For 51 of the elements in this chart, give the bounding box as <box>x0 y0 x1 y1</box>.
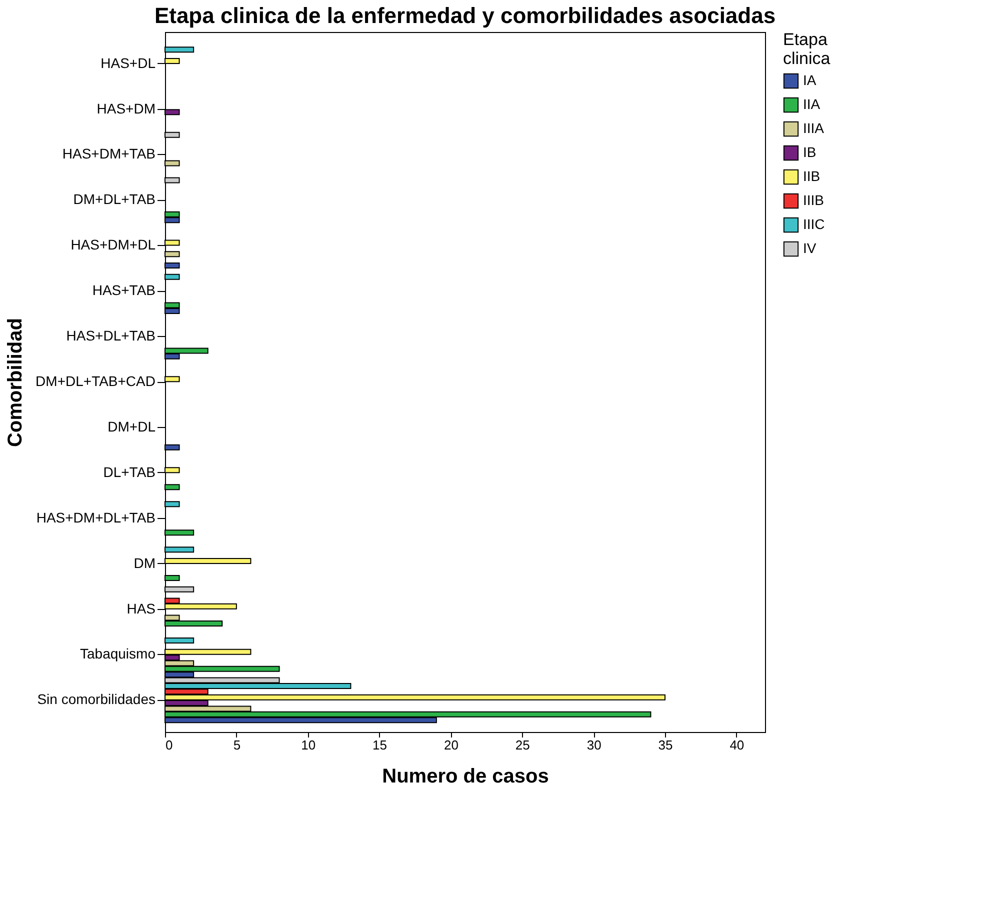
legend-label: IIB <box>803 168 820 184</box>
bar <box>164 160 180 166</box>
y-tick-label: HAS+DM+TAB <box>62 146 156 162</box>
bar <box>164 132 180 138</box>
x-tick-label: 30 <box>586 738 602 752</box>
bar <box>164 46 194 53</box>
bar <box>164 177 180 184</box>
bar <box>164 274 180 280</box>
x-tick-label: 15 <box>372 738 388 752</box>
y-tick-label: DL+TAB <box>103 464 156 480</box>
x-tick-label: 25 <box>515 738 530 752</box>
y-tick-label: HAS+DM+DL <box>70 236 156 253</box>
bar <box>164 575 180 582</box>
y-tick-label: DM+DL+TAB+CAD <box>36 373 156 389</box>
y-tick-label: DM+DL <box>108 418 156 434</box>
legend-title: Etapa clinica <box>783 30 831 68</box>
x-tick-label: 20 <box>444 738 458 752</box>
x-tick-label: 5 <box>233 738 241 752</box>
legend-label: IB <box>803 144 816 160</box>
bar <box>164 444 180 450</box>
x-tick-label: 35 <box>658 738 673 752</box>
bar <box>164 262 180 269</box>
bar <box>164 586 194 592</box>
y-axis-title: Comorbilidad <box>4 318 27 447</box>
x-tick-label: 0 <box>166 738 173 752</box>
legend-label: IIA <box>803 96 821 112</box>
y-tick-label: HAS+DL+TAB <box>66 328 156 344</box>
bar <box>164 484 180 490</box>
x-tick-label: 40 <box>730 738 744 752</box>
legend-label: IIIC <box>803 216 825 232</box>
bar <box>164 251 180 258</box>
y-tick-label: HAS <box>126 600 156 616</box>
legend-label: IV <box>803 240 817 256</box>
y-tick-label: HAS+DL <box>100 54 156 71</box>
legend-label: IIIB <box>803 192 824 208</box>
y-tick-label: DM+DL+TAB <box>73 191 156 208</box>
x-tick-label: 10 <box>301 738 316 752</box>
bar <box>164 638 194 644</box>
y-tick-label: HAS+DM <box>96 100 156 116</box>
y-tick-label: HAS+TAB <box>92 282 156 298</box>
bar <box>164 530 194 536</box>
y-tick-label: DM <box>134 554 156 571</box>
y-tick-label: Tabaquismo <box>80 646 156 662</box>
chart-title: Etapa clinica de la enfermedad y comorbilidades asociadas <box>154 3 776 28</box>
y-tick-label: HAS+DM+DL+TAB <box>36 509 156 526</box>
bar <box>164 501 180 508</box>
x-axis-title: Numero de casos <box>382 766 549 788</box>
y-tick-label: Sin comorbilidades <box>37 691 156 708</box>
bar <box>164 546 194 553</box>
legend-label: IA <box>803 72 817 88</box>
legend-label: IIIA <box>803 120 825 136</box>
